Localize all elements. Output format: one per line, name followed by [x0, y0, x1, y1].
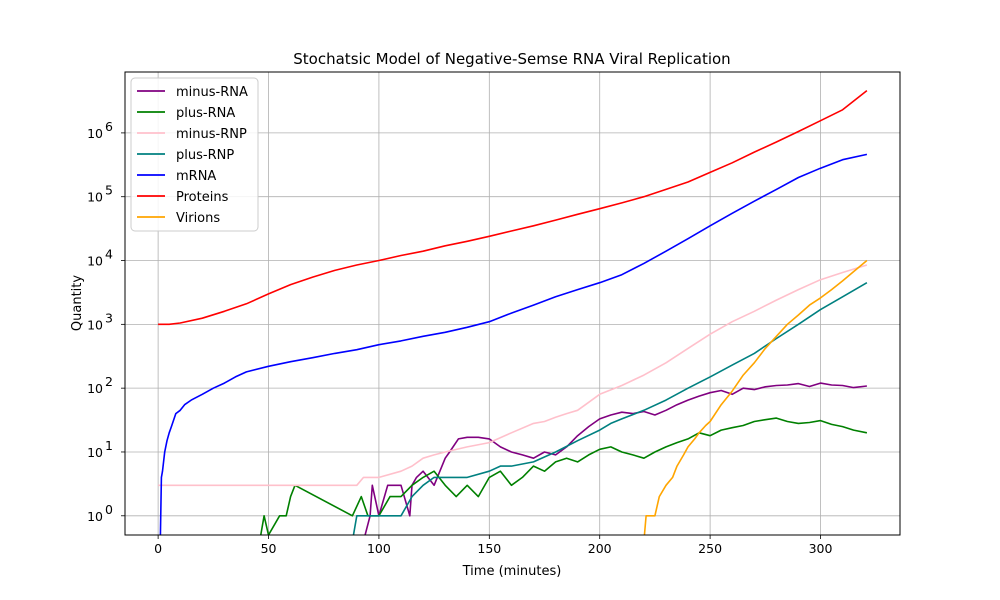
legend-label-virions: Virions [176, 211, 220, 226]
legend-label-minus-rnp: minus-RNP [176, 127, 247, 142]
x-tick-label: 300 [809, 541, 833, 556]
series-lines [158, 89, 868, 535]
y-tick-label: 10 [87, 126, 103, 141]
legend-label-plus-rna: plus-RNA [176, 106, 235, 121]
y-tick-exponent: 2 [105, 374, 113, 389]
x-axis-label: Time (minutes) [462, 564, 562, 579]
y-tick-exponent: 0 [105, 502, 113, 517]
legend: minus-RNA plus-RNA minus-RNP plus-RNP mRNA Pr… [130, 77, 259, 232]
y-tick-exponent: 3 [105, 310, 113, 325]
y-axis-label: Quantity [70, 275, 85, 331]
y-tick-label: 10 [87, 445, 103, 460]
series-line-mrna [159, 153, 868, 535]
y-tick-exponent: 1 [105, 438, 113, 453]
y-tick-label: 10 [87, 254, 103, 269]
y-tick-label: 10 [87, 509, 103, 524]
series-line-plus-rnp [352, 282, 868, 535]
x-tick-label: 150 [477, 541, 501, 556]
y-tick-label: 10 [87, 317, 103, 332]
series-line-minus-rna [364, 382, 867, 535]
plot-frame [124, 71, 901, 536]
series-line-proteins [158, 89, 868, 326]
y-tick-exponent: 5 [105, 183, 113, 198]
gridlines [125, 72, 900, 535]
x-tick-label: 100 [367, 541, 391, 556]
legend-box [130, 77, 259, 232]
y-tick-label: 10 [87, 381, 103, 396]
y-tick-exponent: 4 [105, 247, 113, 262]
legend-label-minus-rna: minus-RNA [176, 85, 248, 100]
chart-title: Stochatsic Model of Negative-Semse RNA V… [293, 50, 730, 68]
legend-label-mrna: mRNA [176, 169, 216, 184]
series-line-minus-rnp [158, 264, 868, 487]
legend-label-plus-rnp: plus-RNP [176, 148, 234, 163]
series-line-virions [643, 259, 868, 535]
x-tick-label: 200 [588, 541, 612, 556]
x-tick-label: 50 [261, 541, 277, 556]
y-tick-exponent: 6 [105, 119, 113, 134]
plot-area [158, 89, 868, 535]
legend-label-proteins: Proteins [176, 190, 229, 205]
x-tick-label: 250 [698, 541, 722, 556]
y-tick-label: 10 [87, 190, 103, 205]
x-tick-label: 0 [154, 541, 162, 556]
x-axis: 0 50 100 150 200 250 300 [154, 535, 832, 556]
